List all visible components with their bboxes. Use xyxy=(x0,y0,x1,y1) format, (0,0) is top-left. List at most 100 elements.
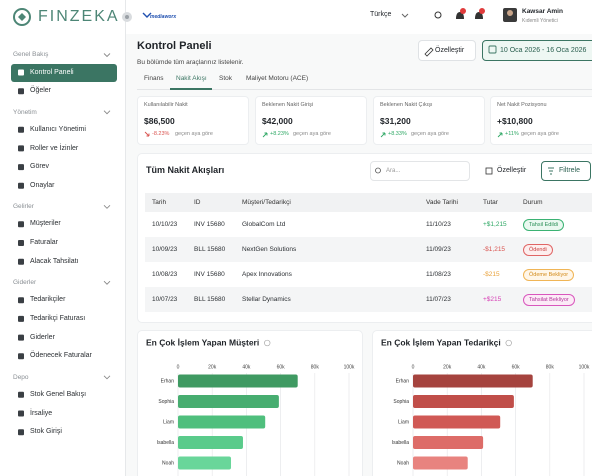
menu-item[interactable]: İrsaliye xyxy=(30,409,53,417)
page-subtitle: Bu bölümde tüm araçlarınız listelenir. xyxy=(137,59,244,67)
kpi-value: $86,500 xyxy=(144,116,175,127)
menu-item[interactable]: Roller ve İzinler xyxy=(30,144,79,152)
menu-item[interactable]: Tedarikçiler xyxy=(30,296,66,304)
column-header: Tarih xyxy=(152,198,167,206)
language: Türkçe xyxy=(370,11,392,19)
header-icons xyxy=(122,8,517,22)
kpi-value: $31,200 xyxy=(380,116,411,127)
brand: mediaworx xyxy=(150,13,177,20)
cell: BLL 15680 xyxy=(194,295,226,303)
cell: 10/07/23 xyxy=(152,295,178,303)
column-header: ID xyxy=(194,198,201,206)
cell: Stellar Dynamics xyxy=(242,295,291,303)
date-button[interactable] xyxy=(482,40,592,61)
menu-item[interactable]: Kullanıcı Yönetimi xyxy=(30,125,86,133)
kpi-note: geçen aya göre xyxy=(293,131,331,138)
search-box[interactable] xyxy=(370,161,470,181)
column-header: Tutar xyxy=(483,198,498,206)
amount: +$1,215 xyxy=(483,220,507,228)
search-placeholder: Ara... xyxy=(386,167,401,174)
kpi-change: +8.23% xyxy=(270,131,289,138)
status-badge: Tahsilat Bekliyor xyxy=(523,293,575,306)
menu-item[interactable]: Stok Girişi xyxy=(30,428,62,436)
column-header: Durum xyxy=(523,198,543,206)
user-role: Kıdemli Yönetici xyxy=(522,17,558,24)
amount: -$1,215 xyxy=(483,245,506,253)
logo: FINZEKA xyxy=(38,8,120,25)
cell: 11/08/23 xyxy=(426,270,451,278)
menu-item[interactable]: Onaylar xyxy=(30,181,55,189)
page-title: Kontrol Paneli xyxy=(137,40,212,53)
amount: -$215 xyxy=(483,270,500,278)
kpi-change: +11% xyxy=(505,131,519,138)
kpi-label: Beklenen Nakit Çıkışı xyxy=(380,102,433,109)
row-band xyxy=(145,237,592,262)
table-title: Tüm Nakit Akışları xyxy=(146,164,225,175)
menu-item[interactable]: Alacak Tahsilatı xyxy=(30,257,79,265)
section-title: Gelirler xyxy=(13,203,34,211)
section-title: Giderler xyxy=(13,279,37,287)
tab-divider xyxy=(137,89,592,90)
menu-item[interactable]: Stok Genel Bakışı xyxy=(30,390,87,398)
customize-label: Özelleştir xyxy=(435,46,465,54)
column-header: Müşteri/Tedarikçi xyxy=(242,198,291,206)
cell: 11/07/23 xyxy=(426,295,451,303)
active-item[interactable] xyxy=(11,63,117,82)
filter-label: Filtrele xyxy=(559,167,581,175)
date-range: 10 Oca 2026 - 16 Oca 2026 xyxy=(500,46,587,54)
menu-item[interactable]: Müşteriler xyxy=(30,220,61,228)
menu-item[interactable]: Faturalar xyxy=(30,239,59,247)
kpi-note: geçen aya göre xyxy=(411,131,449,138)
kpi-value: +$10,800 xyxy=(497,116,533,127)
kpi-note: geçen aya göre xyxy=(175,131,213,138)
section-title: Depo xyxy=(13,373,29,381)
kpi-card xyxy=(137,96,249,145)
cell: 11/09/23 xyxy=(426,245,451,253)
row-band xyxy=(145,287,592,312)
chart-panel xyxy=(372,330,592,476)
kpi-change: +8.33% xyxy=(388,131,407,138)
status-badge: Tahsil Edildi xyxy=(523,218,565,231)
user-name: Kawsar Amin xyxy=(522,8,563,16)
table-header-row xyxy=(145,193,592,212)
menu-item[interactable]: Kontrol Paneli xyxy=(30,68,74,76)
section-title: Yönetim xyxy=(13,108,37,116)
section-title: Genel Bakış xyxy=(13,51,49,59)
column-header: Vade Tarihi xyxy=(426,198,458,206)
cell: 10/10/23 xyxy=(152,220,178,228)
menu-item[interactable]: Görev xyxy=(30,163,50,171)
logo-icon xyxy=(13,8,31,26)
cell: 10/08/23 xyxy=(152,270,178,278)
filter-button[interactable] xyxy=(541,161,591,181)
kpi-label: Beklenen Nakit Girişi xyxy=(262,102,314,109)
kpi-change: -8.23% xyxy=(152,131,170,138)
kpi-label: Net Nakit Pozisyonu xyxy=(497,102,547,109)
menu-item[interactable]: Giderler xyxy=(30,333,55,341)
tab[interactable]: Nakit Akışı xyxy=(176,75,207,83)
table-customize[interactable]: Özelleştir xyxy=(497,167,527,175)
tab[interactable]: Finans xyxy=(144,75,164,83)
kpi-note: geçen aya göre xyxy=(521,131,559,138)
kpi-card xyxy=(255,96,367,145)
kpi-card xyxy=(373,96,485,145)
kpi-value: $42,000 xyxy=(262,116,293,127)
amount: +$215 xyxy=(483,295,502,303)
cell: Apex Innovations xyxy=(242,270,292,278)
kpi-card xyxy=(490,96,592,145)
kpi-label: Kullanılabilir Nakit xyxy=(144,102,188,109)
tab[interactable]: Maliyet Motoru (ACE) xyxy=(246,75,309,83)
menu-item[interactable]: Tedarikçi Faturası xyxy=(30,315,86,322)
cell: INV 15680 xyxy=(194,220,225,228)
status-badge: Ödendi xyxy=(523,243,553,256)
tab[interactable]: Stok xyxy=(219,75,233,83)
menu-item[interactable]: Ödenecek Faturalar xyxy=(30,352,92,360)
cell: GlobalCom Ltd xyxy=(242,220,286,228)
cell: INV 15680 xyxy=(194,270,225,278)
chart-panel xyxy=(137,330,363,476)
menu-item[interactable]: Öğeler xyxy=(30,87,52,95)
cell: 11/10/23 xyxy=(426,220,451,228)
tab-underline xyxy=(170,88,212,90)
cell: NextGen Solutions xyxy=(242,245,297,253)
cell: BLL 15680 xyxy=(194,245,226,253)
